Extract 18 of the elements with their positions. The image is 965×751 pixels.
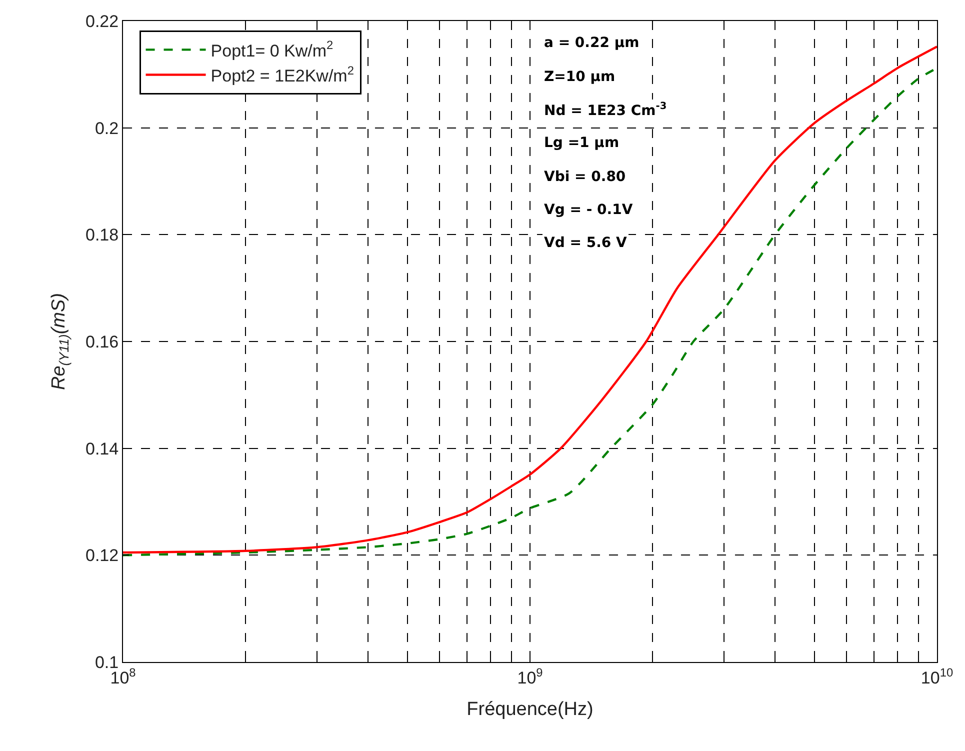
annotation: Vbi = 0.80 [544, 169, 626, 185]
legend-label: Popt1= 0 Kw/m$^{2}$ [210, 38, 334, 60]
x-tick-label: 10$^{10}$ [920, 665, 954, 688]
y-tick-label: 0.2 [94, 118, 119, 138]
annotation: Lg =1 μm [544, 135, 620, 151]
x-axis-title: Fréquence(Hz) [466, 699, 594, 720]
annotation: Vg = - 0.1V [544, 202, 633, 218]
y-tick-label: 0.12 [86, 546, 119, 566]
annotation: Vd = 5.6 V [544, 235, 628, 251]
annotation: a = 0.22 μm [544, 35, 640, 51]
annotation: Z=10 μm [544, 69, 616, 85]
x-tick-label: 10$^{9}$ [517, 665, 544, 688]
y-tick-label: 0.16 [86, 332, 119, 352]
y-tick-label: 0.14 [86, 439, 119, 458]
annotation: Nd = 1E23 Cm$^{-3}$ [544, 101, 667, 119]
y-tick-label: 0.22 [86, 12, 119, 31]
legend-label: Popt2 = 1E2Kw/m$^{2}$ [210, 63, 354, 86]
y-tick-label: 0.18 [86, 226, 119, 245]
